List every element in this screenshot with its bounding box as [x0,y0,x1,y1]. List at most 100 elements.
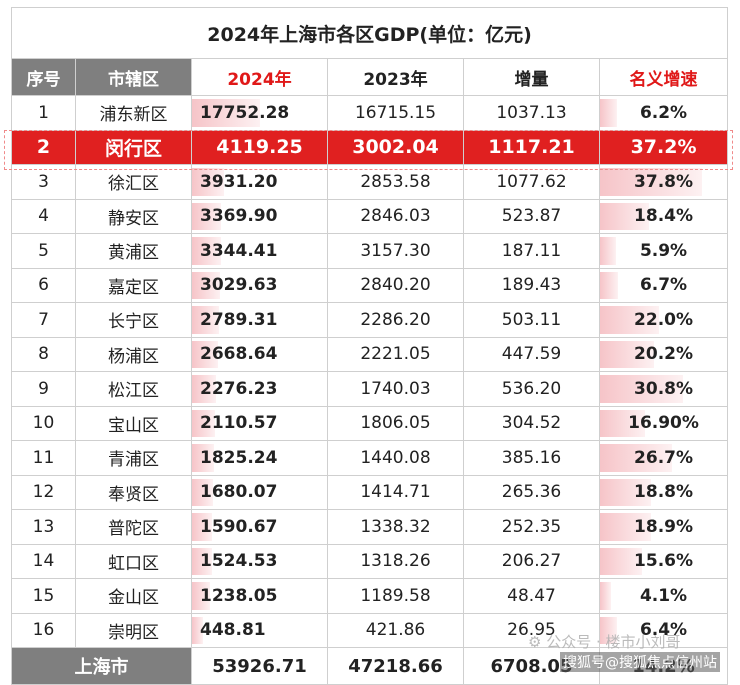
cell-2023: 1806.05 [327,405,464,441]
cell-2024: 2110.57 [191,405,328,441]
cell-2024: 2668.64 [191,336,328,372]
cell-growth: 18.4% [598,198,729,234]
cell-growth-value: 26.7% [634,447,694,468]
cell-growth-bar [600,340,655,368]
table-row: 3 徐汇区 3931.20 2853.58 1077.62 37.8% [11,164,729,200]
cell-2024: 1825.24 [191,440,328,476]
cell-2023: 3157.30 [327,233,464,269]
cell-increase: 536.20 [463,371,600,407]
total-2024: 53926.71 [191,647,328,685]
cell-2023: 2853.58 [327,164,464,200]
table-row: 7 长宁区 2789.31 2286.20 503.11 22.0% [11,302,729,338]
cell-increase: 265.36 [463,474,600,510]
cell-2024-value: 17752.28 [200,102,290,123]
cell-district: 宝山区 [75,405,192,441]
cell-growth-value: 18.8% [634,482,694,503]
total-label: 上海市 [11,647,192,685]
cell-district: 徐汇区 [75,164,192,200]
cell-growth-value: 37.8% [634,171,694,192]
cell-2024-bar [192,375,217,403]
header-2024: 2024年 [191,58,328,96]
cell-2023: 1189.58 [327,578,464,614]
cell-2024-bar [192,409,216,437]
cell-growth-bar [600,513,651,541]
total-2023: 47218.66 [327,647,464,685]
cell-2023: 2221.05 [327,336,464,372]
cell-2024: 3369.90 [191,198,328,234]
header-growth: 名义增速 [598,58,729,96]
cell-seq: 9 [11,371,76,407]
cell-growth: 18.8% [598,474,729,510]
cell-2024: 3344.41 [191,233,328,269]
cell-2024-bar [192,478,213,506]
cell-2024-value: 3029.63 [200,275,278,296]
table-row: 2 闵行区 4119.25 3002.04 1117.21 37.2% [11,129,729,165]
cell-increase: 1037.13 [463,95,600,131]
cell-seq: 13 [11,509,76,545]
cell-seq: 1 [11,95,76,131]
cell-growth: 37.8% [598,164,729,200]
cell-2024-value: 2789.31 [200,309,278,330]
cell-increase: 503.11 [463,302,600,338]
cell-increase: 447.59 [463,336,600,372]
cell-growth: 20.2% [598,336,729,372]
table-row: 4 静安区 3369.90 2846.03 523.87 18.4% [11,198,729,234]
cell-district: 长宁区 [75,302,192,338]
cell-growth-value: 4.1% [639,585,688,606]
cell-seq: 3 [11,164,76,200]
table-row: 14 虹口区 1524.53 1318.26 206.27 15.6% [11,543,729,579]
cell-2024-value: 4119.25 [216,136,303,159]
cell-seq: 2 [11,129,76,165]
cell-increase: 304.52 [463,405,600,441]
cell-2024: 1680.07 [191,474,328,510]
cell-seq: 7 [11,302,76,338]
cell-2024-value: 1825.24 [200,447,278,468]
header-seq: 序号 [11,58,76,96]
cell-2024: 17752.28 [191,95,328,131]
cell-growth-value: 20.2% [634,344,694,365]
cell-2023: 2840.20 [327,267,464,303]
cell-growth: 15.6% [598,543,729,579]
cell-2023: 421.86 [327,612,464,648]
cell-seq: 8 [11,336,76,372]
cell-seq: 14 [11,543,76,579]
cell-2024-value: 2668.64 [200,344,278,365]
cell-2024-value: 3931.20 [200,171,278,192]
cell-2023: 1440.08 [327,440,464,476]
cell-2024-value: 1238.05 [200,585,278,606]
cell-growth-value: 22.0% [634,309,694,330]
cell-growth-bar [600,582,612,610]
cell-increase: 385.16 [463,440,600,476]
watermark-text: ⚙ 公众号 · 楼市小刘哥 [528,633,681,651]
cell-2023: 2846.03 [327,198,464,234]
table-title: 2024年上海市各区GDP(单位：亿元) [10,7,729,59]
cell-growth-bar [600,616,618,644]
cell-2023: 1318.26 [327,543,464,579]
cell-growth: 18.9% [598,509,729,545]
table-row: 9 松江区 2276.23 1740.03 536.20 30.8% [11,371,729,407]
cell-2024-value: 448.81 [200,620,266,641]
cell-district: 青浦区 [75,440,192,476]
watermark-label: 搜狐号@搜狐焦点信州站 [560,652,720,672]
cell-growth: 26.7% [598,440,729,476]
cell-district: 松江区 [75,371,192,407]
cell-growth-bar [600,99,617,127]
cell-2024: 2276.23 [191,371,328,407]
cell-district: 嘉定区 [75,267,192,303]
cell-2024: 1238.05 [191,578,328,614]
cell-growth: 4.1% [598,578,729,614]
cell-seq: 16 [11,612,76,648]
cell-seq: 12 [11,474,76,510]
cell-seq: 15 [11,578,76,614]
cell-growth: 37.2% [598,129,729,165]
cell-2024: 1590.67 [191,509,328,545]
cell-growth-bar [600,237,616,265]
cell-2024-value: 3344.41 [200,240,278,261]
cell-2024-bar [192,168,224,196]
cell-district: 黄浦区 [75,233,192,269]
cell-increase: 1077.62 [463,164,600,200]
cell-increase: 187.11 [463,233,600,269]
cell-2024-value: 1680.07 [200,482,278,503]
cell-2024: 2789.31 [191,302,328,338]
cell-2024-value: 2110.57 [200,413,278,434]
